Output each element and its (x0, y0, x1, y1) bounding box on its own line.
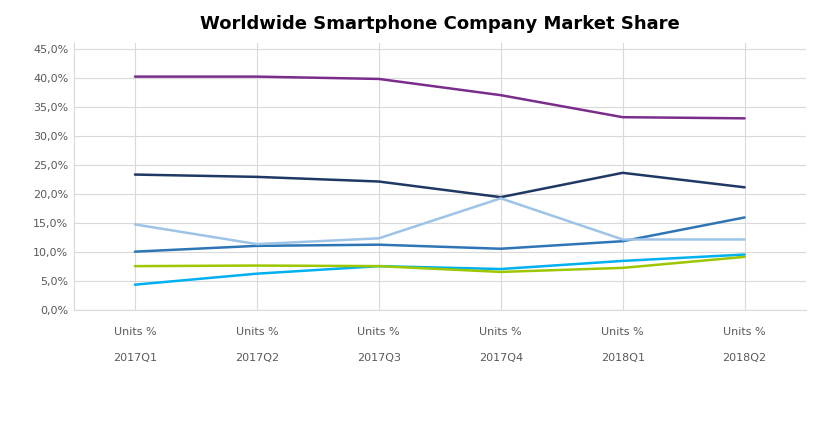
Text: Units %: Units % (479, 327, 522, 337)
Text: Units %: Units % (358, 327, 400, 337)
Line: Others: Others (135, 77, 745, 118)
Others (740, 116, 750, 121)
Samsung (252, 174, 261, 179)
Samsung (374, 179, 384, 184)
Text: 2018Q1: 2018Q1 (601, 353, 644, 362)
Line: Samsung: Samsung (135, 173, 745, 197)
Others (617, 115, 627, 120)
OPPO (374, 264, 384, 269)
Apple (252, 242, 261, 247)
Text: 2018Q2: 2018Q2 (723, 353, 767, 362)
Xiaomi (374, 264, 384, 269)
Samsung (617, 170, 627, 175)
Apple (130, 222, 140, 227)
Others (496, 92, 506, 98)
Line: Xiaomi: Xiaomi (135, 255, 745, 285)
Others (130, 74, 140, 79)
Samsung (496, 195, 506, 200)
OPPO (617, 265, 627, 270)
Apple (617, 237, 627, 242)
Huawei (617, 239, 627, 244)
Xiaomi (252, 271, 261, 276)
OPPO (740, 254, 750, 259)
Text: Units %: Units % (113, 327, 156, 337)
Text: Units %: Units % (723, 327, 766, 337)
Apple (496, 196, 506, 201)
Apple (740, 237, 750, 242)
Others (374, 77, 384, 82)
OPPO (130, 264, 140, 269)
Apple (374, 236, 384, 241)
Line: OPPO: OPPO (135, 257, 745, 272)
OPPO (496, 269, 506, 274)
Huawei (130, 249, 140, 254)
Others (252, 74, 261, 79)
Text: 2017Q3: 2017Q3 (357, 353, 401, 362)
Samsung (130, 172, 140, 177)
OPPO (252, 263, 261, 268)
Huawei (374, 242, 384, 247)
Xiaomi (130, 282, 140, 287)
Huawei (740, 215, 750, 220)
Title: Worldwide Smartphone Company Market Share: Worldwide Smartphone Company Market Shar… (200, 15, 680, 33)
Samsung (740, 185, 750, 190)
Xiaomi (740, 252, 750, 257)
Text: 2017Q4: 2017Q4 (478, 353, 523, 362)
Huawei (252, 243, 261, 249)
Huawei (496, 246, 506, 251)
Line: Apple: Apple (135, 198, 745, 244)
Text: 2017Q2: 2017Q2 (235, 353, 279, 362)
Text: Units %: Units % (236, 327, 278, 337)
Xiaomi (617, 258, 627, 264)
Line: Huawei: Huawei (135, 218, 745, 252)
Text: 2017Q1: 2017Q1 (113, 353, 157, 362)
Xiaomi (496, 267, 506, 272)
Text: Units %: Units % (602, 327, 644, 337)
